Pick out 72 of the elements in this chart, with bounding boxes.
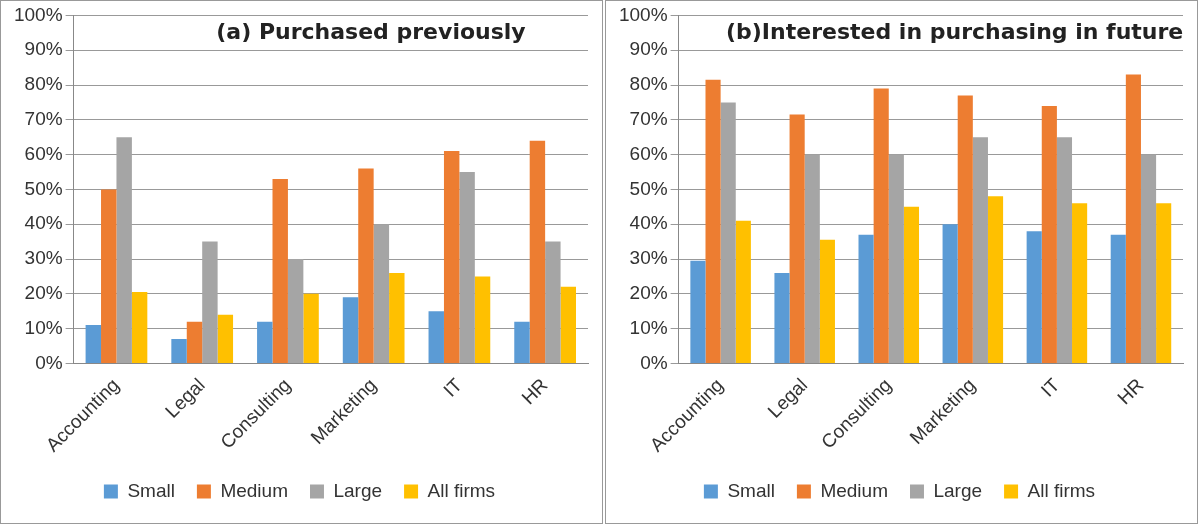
x-tick-label: HR bbox=[1113, 374, 1148, 409]
y-tick-label: 0% bbox=[35, 351, 63, 373]
y-tick-label: 50% bbox=[629, 177, 668, 199]
bar bbox=[389, 272, 405, 363]
bar bbox=[735, 220, 751, 363]
bar bbox=[957, 95, 973, 363]
bar bbox=[85, 325, 102, 363]
chart-title: (b)Interested in purchasing in future bbox=[726, 19, 1184, 45]
y-tick-label: 70% bbox=[629, 108, 668, 130]
y-tick-label: 80% bbox=[24, 73, 63, 95]
bar bbox=[342, 297, 359, 363]
bar bbox=[1125, 74, 1141, 363]
legend-label: Small bbox=[727, 479, 775, 501]
bar bbox=[1110, 234, 1126, 363]
x-tick-label: IT bbox=[1036, 373, 1064, 401]
bar bbox=[819, 239, 835, 363]
bar bbox=[257, 321, 273, 363]
y-tick-label: 30% bbox=[24, 247, 63, 269]
y-tick-label: 0% bbox=[640, 351, 668, 373]
legend-label: All firms bbox=[1027, 479, 1096, 501]
bar bbox=[428, 311, 444, 363]
bar bbox=[101, 189, 117, 363]
y-tick-label: 100% bbox=[618, 3, 668, 25]
bar bbox=[560, 286, 576, 363]
bar bbox=[789, 114, 805, 363]
bar bbox=[873, 88, 889, 363]
y-tick-label: 20% bbox=[24, 282, 63, 304]
legend-label: Medium bbox=[220, 479, 288, 501]
y-tick-label: 60% bbox=[629, 142, 668, 164]
y-tick-label: 40% bbox=[24, 212, 63, 234]
bar bbox=[358, 168, 374, 363]
bar bbox=[272, 178, 288, 363]
x-tick-label: IT bbox=[439, 373, 467, 401]
y-tick-label: 100% bbox=[13, 3, 63, 25]
legend-label: Large bbox=[333, 479, 383, 501]
chart-title: (a) Purchased previously bbox=[216, 19, 526, 45]
y-tick-label: 10% bbox=[24, 316, 63, 338]
bar bbox=[131, 292, 148, 363]
bar bbox=[186, 321, 203, 363]
y-tick-label: 30% bbox=[629, 247, 668, 269]
y-tick-label: 20% bbox=[629, 282, 668, 304]
y-tick-label: 50% bbox=[24, 177, 63, 199]
x-tick-label: HR bbox=[517, 374, 552, 409]
bar bbox=[858, 234, 874, 363]
y-tick-label: 10% bbox=[629, 316, 668, 338]
bar bbox=[171, 339, 187, 363]
y-tick-label: 90% bbox=[629, 38, 668, 60]
bar bbox=[690, 260, 706, 363]
legend-label: Medium bbox=[820, 479, 888, 501]
y-tick-label: 70% bbox=[24, 108, 63, 130]
y-tick-label: 90% bbox=[24, 38, 63, 60]
bar bbox=[1026, 231, 1042, 363]
bar bbox=[705, 79, 721, 363]
bar bbox=[774, 272, 790, 363]
bar bbox=[942, 224, 958, 363]
y-tick-label: 80% bbox=[629, 73, 668, 95]
legend-label: All firms bbox=[427, 479, 496, 501]
legend-label: Large bbox=[933, 479, 983, 501]
bar bbox=[987, 196, 1004, 363]
y-tick-label: 40% bbox=[629, 212, 668, 234]
bar bbox=[1041, 105, 1057, 363]
bar bbox=[474, 276, 491, 363]
bar bbox=[514, 321, 530, 363]
bar bbox=[903, 206, 920, 363]
bar bbox=[443, 151, 460, 363]
y-tick-label: 60% bbox=[24, 142, 63, 164]
legend-label: Small bbox=[127, 479, 175, 501]
bar bbox=[1072, 203, 1088, 363]
bar bbox=[529, 140, 546, 363]
bar bbox=[217, 314, 234, 363]
bar bbox=[1156, 203, 1172, 363]
bar bbox=[303, 293, 319, 363]
